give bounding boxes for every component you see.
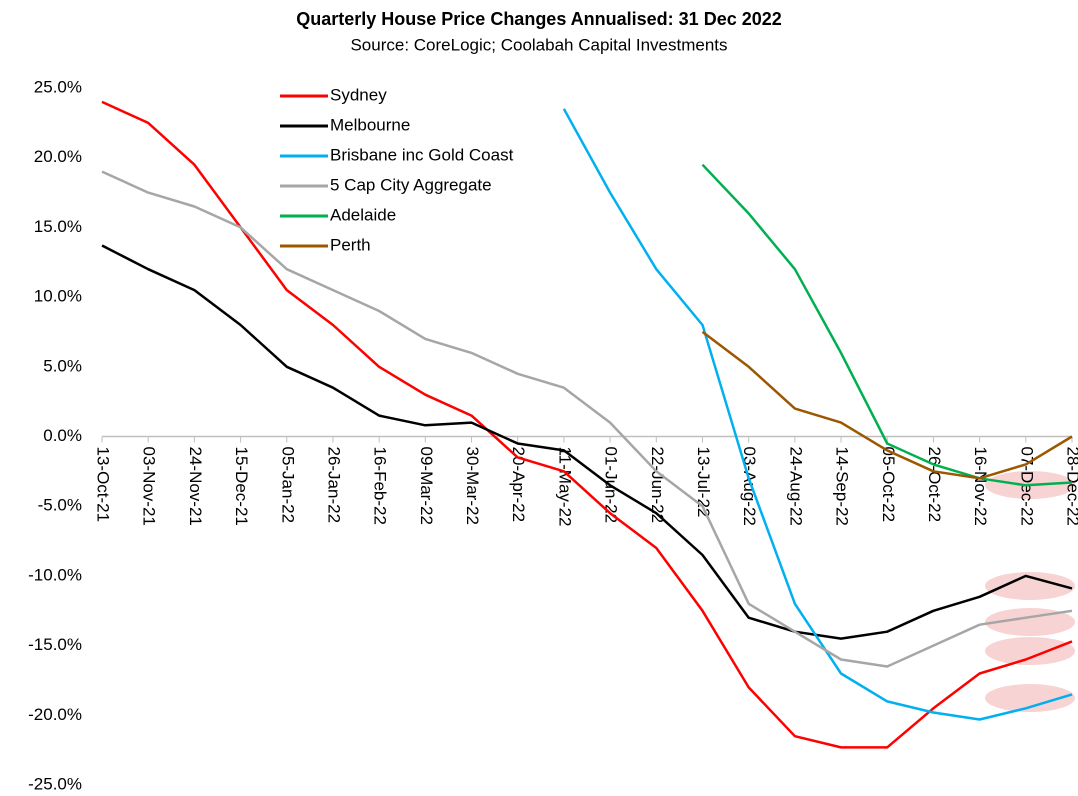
x-tick-label: 03-Nov-21 [140,447,159,526]
x-tick-label: 05-Oct-22 [879,447,898,523]
x-tick-label: 26-Jan-22 [324,447,343,524]
y-tick-label: 10.0% [34,287,82,306]
legend-label: Adelaide [330,205,396,224]
highlight [985,572,1075,600]
x-tick-label: 24-Nov-21 [186,447,205,526]
y-tick-label: 15.0% [34,217,82,236]
x-tick-label: 09-Mar-22 [417,447,436,525]
x-tick-label: 24-Aug-22 [786,447,805,526]
x-tick-label: 16-Nov-22 [971,447,990,526]
x-tick-label: 28-Dec-22 [1064,447,1078,526]
highlight [985,684,1075,712]
x-tick-label: 05-Jan-22 [278,447,297,524]
legend-label: Brisbane inc Gold Coast [330,145,514,164]
y-tick-label: 0.0% [43,426,82,445]
legend-label: Perth [330,235,371,254]
legend-label: Melbourne [330,115,410,134]
legend-label: 5 Cap City Aggregate [330,175,492,194]
series-line [701,330,1073,480]
y-tick-label: 5.0% [43,356,82,375]
legend-label: Sydney [330,85,387,104]
series-line [562,108,1073,721]
series-line [101,170,1073,668]
highlight [985,637,1075,665]
series-line [101,100,1073,749]
x-tick-label: 15-Dec-21 [232,447,251,526]
chart-subtitle: Source: CoreLogic; Coolabah Capital Inve… [350,35,727,54]
y-tick-label: -15.0% [28,635,82,654]
x-tick-label: 30-Mar-22 [463,447,482,525]
y-tick-label: 20.0% [34,147,82,166]
x-tick-label: 13-Oct-21 [94,447,113,523]
y-tick-label: -5.0% [38,496,82,515]
y-tick-label: 25.0% [34,77,82,96]
x-tick-label: 20-Apr-22 [509,447,528,523]
x-tick-label: 26-Oct-22 [925,447,944,523]
y-tick-label: -25.0% [28,774,82,793]
chart-title: Quarterly House Price Changes Annualised… [296,9,782,29]
series-line [101,244,1073,640]
y-tick-label: -10.0% [28,565,82,584]
series-line [701,163,1073,487]
x-tick-label: 14-Sep-22 [833,447,852,526]
y-tick-label: -20.0% [28,705,82,724]
x-tick-label: 22-Jun-22 [648,447,667,524]
highlights [985,471,1075,712]
x-tick-label: 11-May-22 [555,447,574,527]
highlight [985,608,1075,636]
x-tick-label: 13-Jul-22 [694,447,713,518]
x-tick-label: 16-Feb-22 [371,447,390,525]
